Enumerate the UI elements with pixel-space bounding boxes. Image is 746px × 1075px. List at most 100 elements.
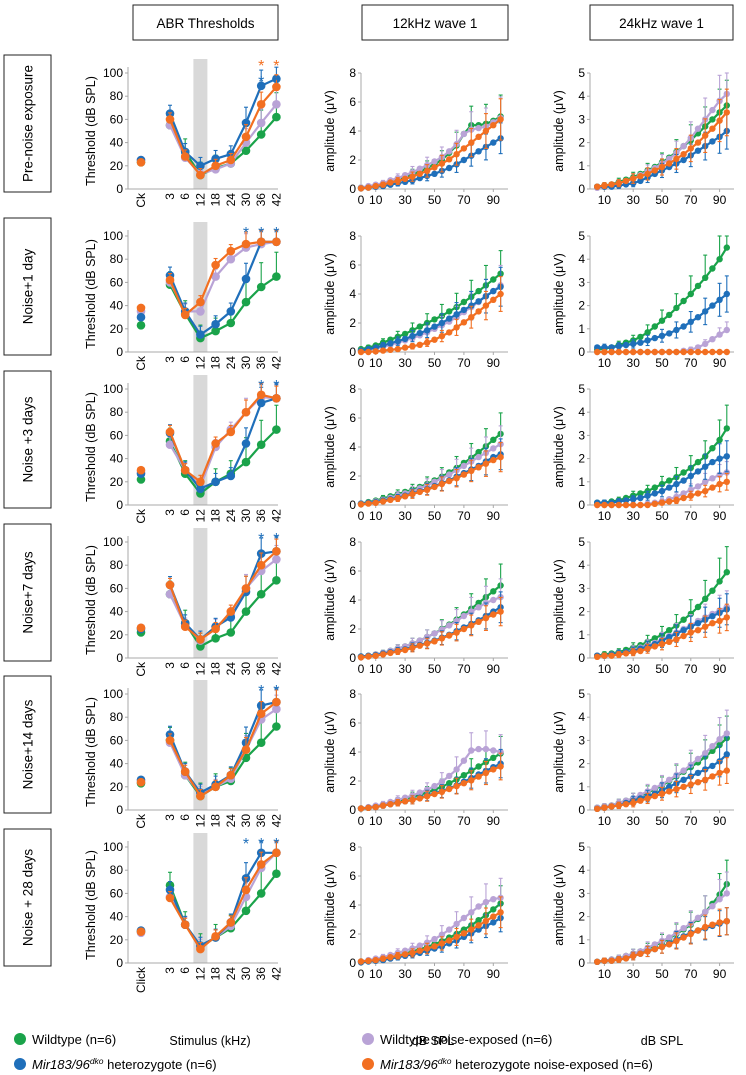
data-point-hetn xyxy=(709,125,716,132)
data-point-hetn xyxy=(211,439,220,448)
data-point-hetn xyxy=(694,490,702,497)
data-point-hetn xyxy=(622,177,630,185)
tick-label: 18 xyxy=(209,662,223,676)
data-point-hetn xyxy=(180,152,190,161)
data-point-hetn xyxy=(365,500,372,507)
data-point-hetn xyxy=(387,346,394,353)
data-point-wtn xyxy=(256,118,266,128)
data-point-het xyxy=(723,751,730,758)
tick-label: 0 xyxy=(578,182,585,196)
data-point-hetn xyxy=(372,652,379,659)
data-point-hetn xyxy=(497,453,504,461)
data-point-wtn xyxy=(416,789,423,796)
data-point-wtn xyxy=(709,336,716,343)
data-point-hetn xyxy=(673,636,680,643)
tick-label: 8 xyxy=(349,382,356,396)
data-point-hetn xyxy=(594,348,601,356)
data-point-het xyxy=(453,311,460,318)
tick-label: 40 xyxy=(110,605,124,619)
row-label-box xyxy=(3,828,52,967)
data-point-wtn xyxy=(716,896,723,903)
data-point-het xyxy=(651,334,658,342)
tick-label: 5 xyxy=(578,66,585,80)
tick-label: 8 xyxy=(349,687,356,701)
data-point-wt xyxy=(709,265,716,272)
data-point-wtn xyxy=(475,124,482,132)
tick-label: 100 xyxy=(103,382,123,396)
data-point-hetn xyxy=(256,390,266,400)
data-point-hetn xyxy=(357,805,365,812)
data-point-wt xyxy=(651,484,658,491)
data-point-hetn xyxy=(431,336,438,343)
data-point-hetn xyxy=(622,650,630,657)
significance-asterisk: * xyxy=(258,378,264,395)
data-point-hetn xyxy=(387,801,394,808)
data-point-hetn xyxy=(622,955,630,962)
data-point-wtn xyxy=(460,757,468,764)
data-point-hetn xyxy=(438,480,446,488)
tick-label: 0 xyxy=(116,345,123,359)
data-point-hetn xyxy=(651,167,658,174)
data-point-hetn xyxy=(490,456,497,464)
row-label: Noise + 28 days xyxy=(21,849,36,946)
amplitude-panel: 0 2 4 6 8 0 10 30 50 70 90 amplitude (μV) xyxy=(323,535,508,676)
tick-label: 60 xyxy=(110,886,124,900)
data-point-hetn xyxy=(196,477,205,487)
data-point-wtn xyxy=(490,596,497,604)
data-point-hetn xyxy=(709,773,716,780)
tick-label: 70 xyxy=(684,193,698,207)
data-point-wt xyxy=(666,477,673,484)
data-point-hetn xyxy=(702,132,709,139)
data-point-wtn xyxy=(694,483,702,490)
data-point-hetn xyxy=(136,465,146,475)
data-point-het xyxy=(702,463,709,470)
tick-label: 1 xyxy=(578,628,585,642)
data-point-hetn xyxy=(716,480,723,488)
tick-label: 8 xyxy=(349,535,356,549)
tick-label: 2 xyxy=(578,299,585,313)
data-point-wtn xyxy=(702,908,709,916)
tick-label: 1 xyxy=(578,475,585,489)
legend: Wildtype (n=6) Wildtype noise-exposed (n=… xyxy=(14,1032,653,1072)
data-point-hetn xyxy=(658,790,666,797)
data-point-wt xyxy=(637,490,644,497)
legend-superscript: dko xyxy=(90,1056,104,1066)
data-point-hetn xyxy=(644,501,651,509)
data-point-hetn xyxy=(687,492,694,499)
y-axis-label: amplitude (μV) xyxy=(552,90,566,172)
data-point-het xyxy=(460,306,468,314)
data-point-het xyxy=(241,274,251,284)
data-point-wt xyxy=(658,317,666,324)
data-point-hetn xyxy=(409,949,416,957)
data-point-hetn xyxy=(256,709,266,718)
tick-label: 5 xyxy=(578,840,585,854)
tick-label: 50 xyxy=(428,814,442,828)
data-point-hetn xyxy=(409,644,416,652)
data-point-hetn xyxy=(241,584,251,593)
data-point-wtn xyxy=(666,934,673,941)
data-point-wtn xyxy=(431,935,438,943)
tick-label: 24 xyxy=(224,356,238,370)
tick-label: 90 xyxy=(487,356,501,370)
data-point-hetn xyxy=(673,155,680,162)
data-point-het xyxy=(475,148,482,155)
tick-label: 30 xyxy=(239,356,253,370)
data-point-hetn xyxy=(372,348,379,355)
data-point-hetn xyxy=(644,948,651,955)
data-point-het xyxy=(446,315,453,322)
tick-label: 0 xyxy=(349,651,356,665)
tick-label: 24 xyxy=(224,662,238,676)
tick-label: 42 xyxy=(269,662,283,676)
data-point-hetn xyxy=(446,477,453,485)
data-point-hetn xyxy=(372,499,379,506)
tick-label: 0 xyxy=(349,803,356,817)
data-point-wt xyxy=(475,917,482,924)
data-point-hetn xyxy=(490,296,497,303)
row-label-box xyxy=(3,54,52,193)
data-point-wt xyxy=(694,458,702,466)
tick-label: 100 xyxy=(103,687,123,701)
data-point-het xyxy=(196,161,205,171)
tick-label: 100 xyxy=(103,229,123,243)
tick-label: 2 xyxy=(349,153,356,167)
data-point-hetn xyxy=(475,464,482,471)
